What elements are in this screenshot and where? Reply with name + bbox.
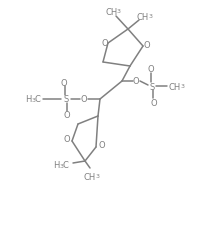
Text: O: O [148, 65, 154, 74]
Text: O: O [144, 41, 150, 50]
Text: O: O [99, 141, 105, 150]
Text: 3: 3 [181, 84, 185, 89]
Text: C: C [34, 94, 40, 103]
Text: CH: CH [106, 8, 118, 16]
Text: O: O [102, 38, 108, 47]
Text: 3: 3 [60, 163, 64, 168]
Text: O: O [151, 98, 157, 107]
Text: 3: 3 [117, 9, 121, 14]
Text: S: S [149, 82, 155, 91]
Text: O: O [64, 111, 70, 120]
Text: 3: 3 [149, 14, 153, 19]
Text: O: O [64, 135, 70, 144]
Text: CH: CH [84, 172, 96, 181]
Text: O: O [81, 95, 87, 104]
Text: 3: 3 [32, 98, 36, 103]
Text: O: O [61, 78, 67, 87]
Text: H: H [53, 160, 59, 169]
Text: C: C [62, 160, 68, 169]
Text: CH: CH [137, 12, 149, 21]
Text: 3: 3 [96, 173, 100, 178]
Text: O: O [133, 77, 139, 86]
Text: H: H [25, 94, 31, 103]
Text: S: S [63, 95, 69, 104]
Text: CH: CH [169, 82, 181, 91]
